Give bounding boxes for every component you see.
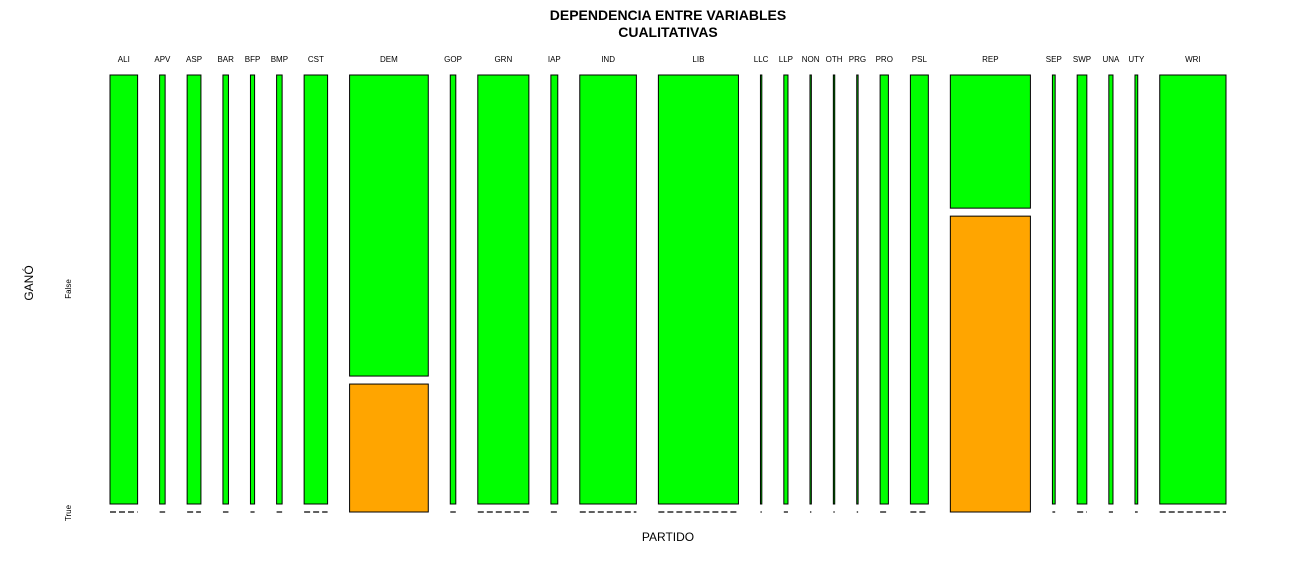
tile-lib-false — [657, 74, 739, 505]
tile-sep-false — [1051, 74, 1056, 505]
category-label-una: UNA — [1102, 55, 1120, 64]
tile-swp-false — [1076, 74, 1088, 505]
category-label-bmp: BMP — [271, 55, 288, 64]
category-label-iap: IAP — [548, 55, 561, 64]
chart-title: DEPENDENCIA ENTRE VARIABLES — [550, 7, 786, 23]
category-label-uty: UTY — [1128, 55, 1145, 64]
tile-prg-false — [856, 74, 859, 505]
category-label-lib: LIB — [692, 55, 704, 64]
category-label-prg: PRG — [849, 55, 866, 64]
category-label-ind: IND — [601, 55, 615, 64]
category-label-bar: BAR — [217, 55, 234, 64]
category-label-grn: GRN — [494, 55, 512, 64]
category-label-cst: CST — [308, 55, 324, 64]
tile-iap-false — [550, 74, 559, 505]
tile-wri-false — [1159, 74, 1227, 505]
category-label-bfp: BFP — [245, 55, 261, 64]
category-label-asp: ASP — [186, 55, 202, 64]
tile-rep-false — [949, 74, 1031, 209]
tile-bfp-false — [249, 74, 256, 505]
category-label-dem: DEM — [380, 55, 398, 64]
tile-uty-false — [1134, 74, 1139, 505]
category-label-oth: OTH — [826, 55, 843, 64]
tile-grn-false — [477, 74, 530, 505]
tile-dem-true — [349, 383, 429, 513]
tile-cst-false — [303, 74, 329, 505]
x-axis-label: PARTIDO — [642, 530, 694, 544]
category-label-ali: ALI — [118, 55, 130, 64]
tile-pro-false — [879, 74, 889, 505]
tile-apv-false — [159, 74, 166, 505]
y-axis-label: GANÓ — [21, 265, 36, 300]
category-label-pro: PRO — [876, 55, 893, 64]
tile-bmp-false — [276, 74, 283, 505]
y-level-true: True — [64, 504, 73, 521]
tile-oth-false — [832, 74, 836, 505]
category-label-sep: SEP — [1046, 55, 1062, 64]
category-label-llp: LLP — [779, 55, 793, 64]
tile-rep-true — [949, 215, 1031, 513]
tile-asp-false — [186, 74, 202, 505]
tile-non-false — [809, 74, 812, 505]
tile-gop-false — [449, 74, 457, 505]
tile-llc-false — [759, 74, 763, 505]
tile-ali-false — [109, 74, 139, 505]
y-level-false: False — [64, 279, 73, 299]
category-label-swp: SWP — [1073, 55, 1091, 64]
tile-una-false — [1108, 74, 1114, 505]
category-label-llc: LLC — [754, 55, 769, 64]
category-label-gop: GOP — [444, 55, 462, 64]
mosaic-tiles — [109, 74, 1227, 513]
category-label-wri: WRI — [1185, 55, 1201, 64]
tile-ind-false — [579, 74, 637, 505]
tile-dem-false — [349, 74, 429, 377]
category-label-apv: APV — [154, 55, 171, 64]
category-label-non: NON — [802, 55, 820, 64]
tile-psl-false — [909, 74, 929, 505]
tile-bar-false — [222, 74, 229, 505]
category-label-rep: REP — [982, 55, 998, 64]
tile-llp-false — [783, 74, 789, 505]
category-labels: ALI APV ASP BAR BFP BMP CST DEM GOP GRN IAP IND LIB L… — [118, 55, 1201, 64]
category-label-psl: PSL — [912, 55, 928, 64]
chart-subtitle: CUALITATIVAS — [618, 24, 718, 40]
